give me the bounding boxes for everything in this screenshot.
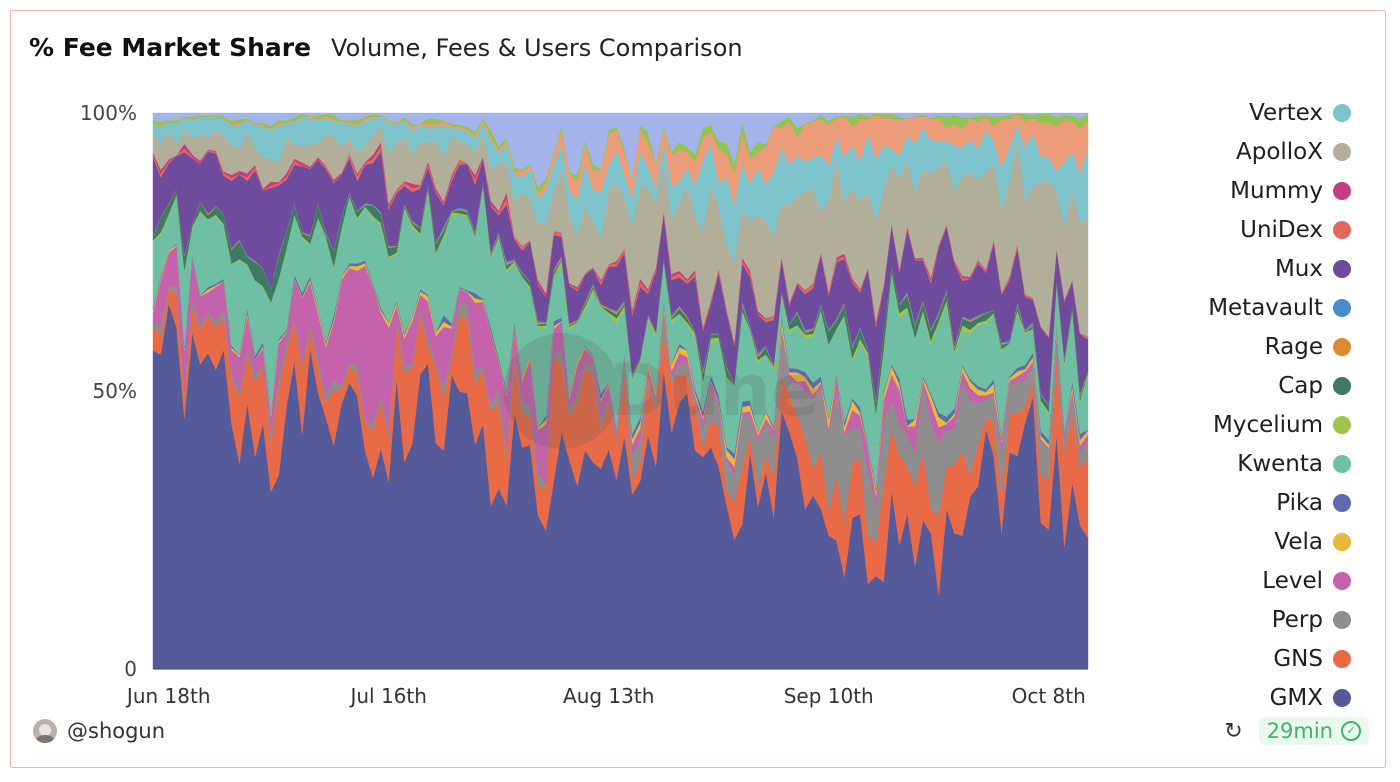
legend-item-kwenta[interactable]: Kwenta: [1208, 444, 1351, 483]
legend-item-perp[interactable]: Perp: [1208, 600, 1351, 639]
x-tick-label: Sep 10th: [784, 684, 874, 708]
legend-item-metavault[interactable]: Metavault: [1208, 288, 1351, 327]
legend-swatch: [1333, 259, 1351, 278]
legend-swatch: [1333, 298, 1351, 317]
legend-label: Vertex: [1249, 99, 1323, 126]
chart-subtitle[interactable]: Volume, Fees & Users Comparison: [331, 34, 743, 62]
check-circle-icon: ✓: [1341, 721, 1361, 741]
legend-item-vertex[interactable]: Vertex: [1208, 93, 1351, 132]
stacked-area-chart: Dune 0 50% 100% Jun 18th Jul 16th Aug 13th Sep …: [80, 101, 1089, 708]
legend-swatch: [1333, 103, 1351, 122]
legend-swatch: [1333, 532, 1351, 551]
x-tick-label: Jul 16th: [348, 684, 426, 708]
legend-swatch: [1333, 181, 1351, 200]
refresh-icon[interactable]: ↻: [1224, 718, 1243, 744]
header: % Fee Market Share Volume, Fees & Users …: [29, 33, 743, 62]
legend-item-level[interactable]: Level: [1208, 561, 1351, 600]
legend-item-apollox[interactable]: ApolloX: [1208, 132, 1351, 171]
legend-item-cap[interactable]: Cap: [1208, 366, 1351, 405]
chart-card: % Fee Market Share Volume, Fees & Users …: [10, 10, 1386, 768]
legend-item-gns[interactable]: GNS: [1208, 639, 1351, 678]
legend-swatch: [1333, 376, 1351, 395]
x-tick-label: Jun 18th: [125, 684, 211, 708]
legend-label: Mux: [1274, 255, 1323, 282]
dune-logo-circle: [503, 333, 620, 449]
legend-item-mux[interactable]: Mux: [1208, 249, 1351, 288]
legend-swatch: [1333, 493, 1351, 512]
legend-label: GNS: [1273, 645, 1323, 672]
legend-item-gmx[interactable]: GMX: [1208, 678, 1351, 717]
refresh-block: ↻ 29min ✓: [1224, 717, 1369, 745]
y-tick-label: 100%: [80, 101, 137, 125]
legend-swatch: [1333, 688, 1351, 707]
legend: Vertex ApolloX Mummy UniDex Mux Metavault Rage…: [1208, 93, 1351, 717]
x-tick-label: Oct 8th: [1012, 684, 1086, 708]
legend-label: Level: [1262, 567, 1323, 594]
legend-item-rage[interactable]: Rage: [1208, 327, 1351, 366]
avatar: [33, 719, 57, 743]
y-tick-label: 0: [124, 657, 137, 681]
legend-swatch: [1333, 610, 1351, 629]
legend-label: Vela: [1274, 528, 1323, 555]
dune-watermark-text: Dune: [609, 348, 820, 432]
freshness-badge: 29min ✓: [1258, 717, 1369, 745]
legend-label: Mycelium: [1212, 411, 1323, 438]
legend-swatch: [1333, 415, 1351, 434]
legend-swatch: [1333, 454, 1351, 473]
legend-item-vela[interactable]: Vela: [1208, 522, 1351, 561]
author-block[interactable]: @shogun: [33, 719, 165, 743]
legend-label: UniDex: [1240, 216, 1323, 243]
x-tick-label: Aug 13th: [563, 684, 654, 708]
dune-watermark: Dune: [503, 333, 820, 449]
legend-item-mycelium[interactable]: Mycelium: [1208, 405, 1351, 444]
legend-swatch: [1333, 337, 1351, 356]
legend-item-mummy[interactable]: Mummy: [1208, 171, 1351, 210]
legend-swatch: [1333, 571, 1351, 590]
legend-label: Cap: [1278, 372, 1323, 399]
legend-label: Perp: [1271, 606, 1323, 633]
legend-swatch: [1333, 220, 1351, 239]
legend-label: Kwenta: [1237, 450, 1323, 477]
legend-item-pika[interactable]: Pika: [1208, 483, 1351, 522]
legend-item-unidex[interactable]: UniDex: [1208, 210, 1351, 249]
legend-swatch: [1333, 649, 1351, 668]
legend-swatch: [1333, 142, 1351, 161]
y-tick-label: 50%: [93, 379, 137, 403]
area-series-periwinkle[interactable]: [152, 112, 1089, 188]
legend-label: Pika: [1276, 489, 1323, 516]
legend-label: Mummy: [1230, 177, 1323, 204]
legend-label: Rage: [1264, 333, 1323, 360]
legend-label: GMX: [1269, 684, 1323, 711]
chart-title: % Fee Market Share: [29, 33, 312, 62]
author-name[interactable]: @shogun: [67, 719, 166, 743]
legend-label: Metavault: [1208, 294, 1323, 321]
legend-label: ApolloX: [1235, 138, 1323, 165]
freshness-age: 29min: [1266, 719, 1333, 743]
